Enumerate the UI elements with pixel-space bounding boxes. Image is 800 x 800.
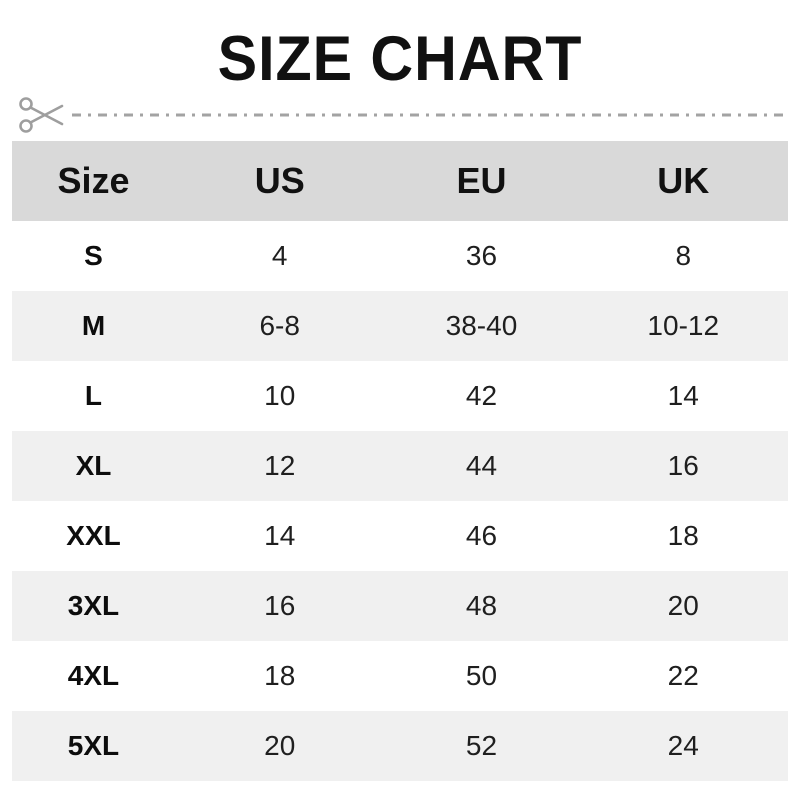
page-title: SIZE CHART — [217, 24, 583, 94]
column-header: US — [254, 160, 305, 201]
size-value-cell: 8 — [675, 240, 692, 271]
table-row: L 10 42 14 — [12, 361, 788, 431]
cut-line — [19, 97, 786, 133]
size-value-cell: 16 — [264, 590, 296, 621]
size-label-cell: L — [84, 380, 103, 411]
size-value-cell: 24 — [667, 730, 699, 761]
size-value-cell: 44 — [465, 450, 498, 481]
table-header: Size US EU UK — [12, 141, 788, 221]
size-value-cell: 4 — [271, 240, 288, 271]
size-value-cell: 50 — [465, 660, 498, 691]
size-value-cell: 10-12 — [647, 310, 720, 341]
size-value-cell: 6-8 — [259, 310, 300, 341]
size-label-cell: 3XL — [67, 590, 120, 621]
size-value-cell: 38-40 — [445, 310, 518, 341]
table-row: 3XL 16 48 20 — [12, 571, 788, 641]
size-value-cell: 46 — [465, 520, 498, 551]
table-row: 5XL 20 52 24 — [12, 711, 788, 781]
size-label-cell: S — [84, 240, 103, 271]
size-value-cell: 18 — [667, 520, 699, 551]
size-label-cell: XL — [75, 450, 112, 481]
size-label-cell: XXL — [66, 520, 121, 551]
size-value-cell: 12 — [264, 450, 296, 481]
size-rows: S 4 36 8 M 6-8 38-40 10-12 L 10 42 14 XL 12 44 16 XXL 14 4… — [12, 221, 788, 781]
header-row: Size US EU UK — [12, 141, 788, 221]
table-row: 4XL 18 50 22 — [12, 641, 788, 711]
size-value-cell: 48 — [465, 590, 498, 621]
size-value-cell: 22 — [667, 660, 699, 691]
table-row: M 6-8 38-40 10-12 — [12, 291, 788, 361]
column-header: EU — [456, 160, 507, 201]
column-header: Size — [57, 160, 130, 201]
size-label-cell: 4XL — [67, 660, 120, 691]
size-label-cell: M — [81, 310, 106, 341]
table-row: XL 12 44 16 — [12, 431, 788, 501]
size-value-cell: 18 — [264, 660, 296, 691]
size-value-cell: 20 — [264, 730, 296, 761]
size-value-cell: 10 — [264, 380, 296, 411]
size-value-cell: 36 — [465, 240, 498, 271]
scissors-icon — [19, 97, 64, 133]
size-value-cell: 42 — [465, 380, 498, 411]
size-value-cell: 52 — [465, 730, 498, 761]
table-row: S 4 36 8 — [12, 221, 788, 291]
column-header: UK — [657, 160, 710, 201]
size-chart-table: Size US EU UK S 4 36 8 M 6-8 38-40 10-12 L 10 42 14 XL 1… — [12, 141, 788, 781]
size-value-cell: 14 — [264, 520, 296, 551]
size-value-cell: 16 — [667, 450, 699, 481]
size-label-cell: 5XL — [67, 730, 120, 761]
size-value-cell: 14 — [667, 380, 699, 411]
table-row: XXL 14 46 18 — [12, 501, 788, 571]
size-value-cell: 20 — [667, 590, 699, 621]
